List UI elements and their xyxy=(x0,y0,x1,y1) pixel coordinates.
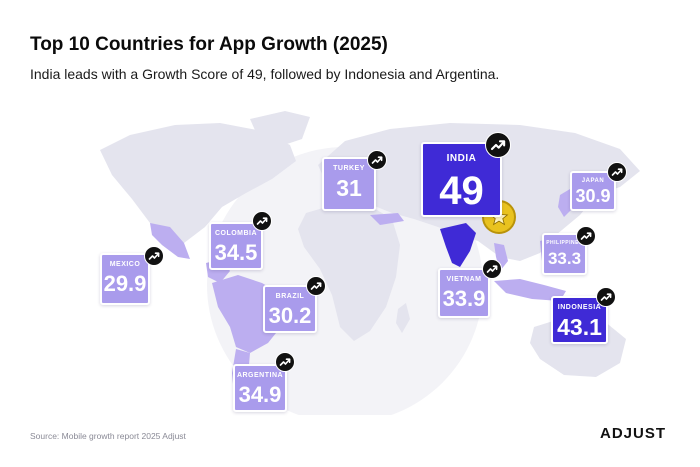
growth-score-value: 33.3 xyxy=(547,249,582,268)
source-note: Source: Mobile growth report 2025 Adjust xyxy=(30,431,186,441)
country-card-mexico: MEXICO 29.9 xyxy=(100,253,150,305)
trend-up-icon xyxy=(576,226,596,246)
trend-up-icon xyxy=(596,287,616,307)
growth-score-value: 43.1 xyxy=(557,314,602,340)
brand-wordmark: ADJUST xyxy=(600,425,666,441)
country-name: INDONESIA xyxy=(557,304,602,311)
growth-score-value: 31 xyxy=(336,175,362,201)
growth-score-value: 34.9 xyxy=(238,382,282,407)
trend-up-icon xyxy=(485,132,511,158)
chart-subtitle: India leads with a Growth Score of 49, f… xyxy=(30,66,500,82)
land-north-america xyxy=(100,123,296,243)
country-name: INDIA xyxy=(446,153,477,164)
country-name: COLOMBIA xyxy=(214,230,258,237)
trend-up-icon xyxy=(144,246,164,266)
country-card-argentina: ARGENTINA 34.9 xyxy=(233,364,287,412)
country-card-vietnam: VIETNAM 33.9 xyxy=(438,268,490,318)
land-madagascar xyxy=(396,303,410,333)
region-vietnam xyxy=(494,243,508,271)
region-turkey xyxy=(370,213,404,225)
country-card-colombia: COLOMBIA 34.5 xyxy=(209,222,263,270)
country-name: PHILIPPINES xyxy=(546,240,583,246)
growth-score-value: 30.9 xyxy=(575,186,611,206)
adjust-logo: ADJUST xyxy=(600,425,666,441)
region-indonesia xyxy=(494,279,566,301)
growth-score-value: 33.9 xyxy=(442,286,486,311)
trend-up-icon xyxy=(275,352,295,372)
country-name: JAPAN xyxy=(581,178,605,184)
trend-up-icon xyxy=(306,276,326,296)
growth-score-value: 30.2 xyxy=(268,303,312,328)
trend-up-icon xyxy=(607,162,627,182)
region-mexico xyxy=(150,223,190,259)
country-name: VIETNAM xyxy=(446,276,482,283)
country-name: BRAZIL xyxy=(275,293,305,300)
trend-up-icon xyxy=(482,259,502,279)
trend-up-icon xyxy=(252,211,272,231)
country-card-philippines: PHILIPPINES 33.3 xyxy=(542,233,587,275)
chart-title: Top 10 Countries for App Growth (2025) xyxy=(30,34,388,55)
country-name: MEXICO xyxy=(109,261,141,268)
growth-score-value: 49 xyxy=(439,169,484,213)
land-africa xyxy=(298,203,400,341)
growth-score-value: 29.9 xyxy=(103,271,147,296)
country-card-turkey: TURKEY 31 xyxy=(322,157,376,211)
land-greenland xyxy=(250,111,310,147)
region-india xyxy=(440,223,476,267)
growth-score-value: 34.5 xyxy=(214,240,258,265)
country-name: ARGENTINA xyxy=(236,372,284,379)
country-name: TURKEY xyxy=(333,165,365,172)
trend-up-icon xyxy=(367,150,387,170)
